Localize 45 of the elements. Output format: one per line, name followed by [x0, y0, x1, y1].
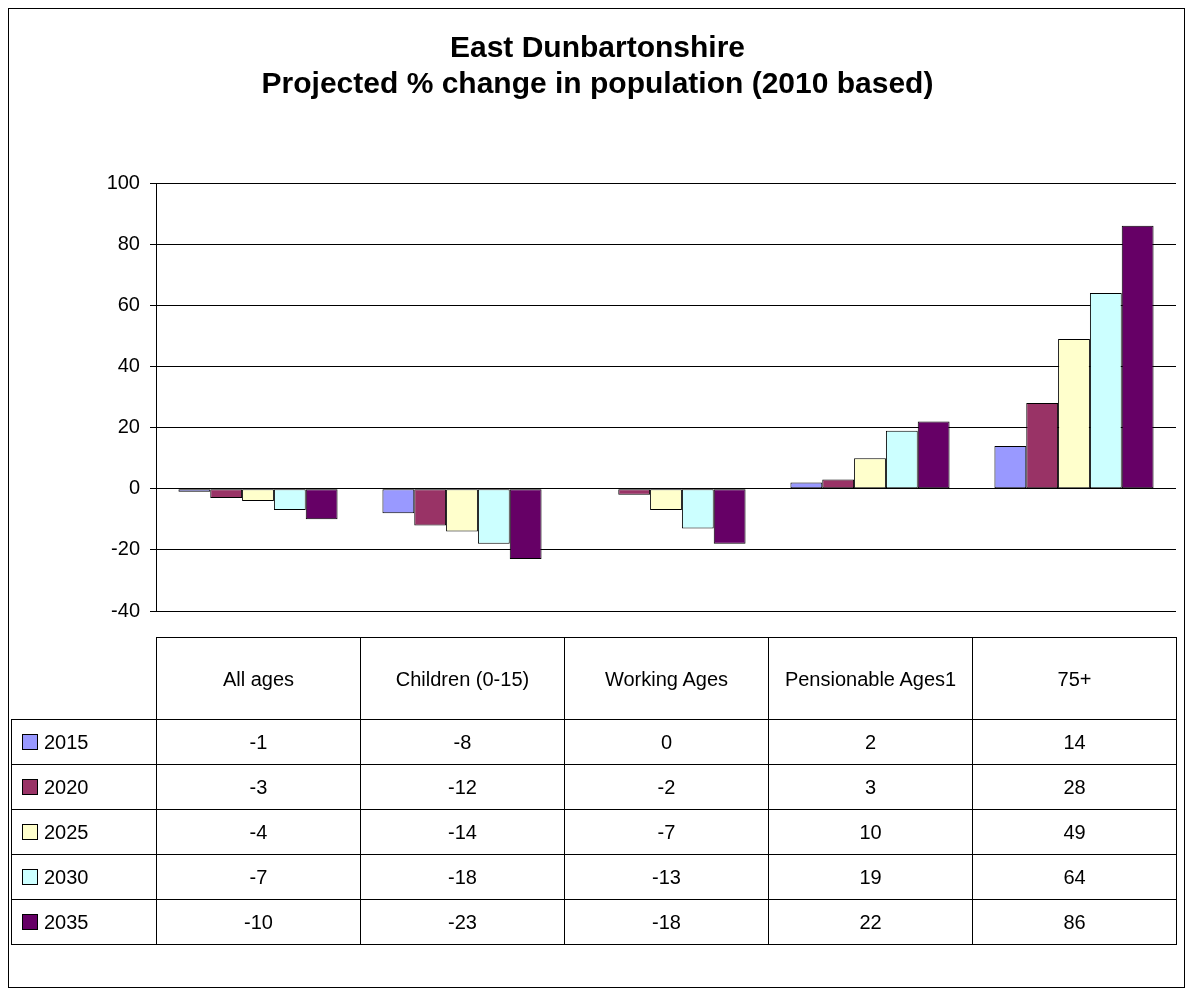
data-label: -1 [156, 719, 361, 765]
data-label: -13 [564, 854, 769, 900]
y-tick-label: 0 [128, 476, 140, 499]
legend-label: 2015 [11, 719, 157, 765]
data-label: 10 [768, 809, 973, 855]
chart-title: East Dunbartonshire [449, 30, 746, 64]
x-tick-label: All ages [222, 666, 295, 692]
data-label: -8 [360, 719, 565, 765]
data-label: -7 [564, 809, 769, 855]
data-label: -3 [156, 764, 361, 810]
x-tick-label: Working Ages [604, 666, 729, 692]
data-label: 64 [972, 854, 1177, 900]
chart-subtitle: Projected % change in population (2010 based) [261, 66, 934, 100]
data-label: -12 [360, 764, 565, 810]
y-tick-label: -40 [111, 598, 140, 621]
data-label: 28 [972, 764, 1177, 810]
x-tick-label: Pensionable Ages1 [784, 666, 957, 692]
y-tick-label: 20 [117, 415, 140, 438]
data-label: 49 [972, 809, 1177, 855]
y-tick-label: 100 [106, 170, 140, 193]
data-label: -23 [360, 899, 565, 945]
y-tick-label: 80 [117, 231, 140, 254]
legend-label: 2025 [11, 809, 157, 855]
data-label: 0 [564, 719, 769, 765]
data-label: -14 [360, 809, 565, 855]
data-label: -7 [156, 854, 361, 900]
data-label: -18 [564, 899, 769, 945]
data-label: 19 [768, 854, 973, 900]
data-label: -18 [360, 854, 565, 900]
legend-label: 2035 [11, 899, 157, 945]
legend-label: 2020 [11, 764, 157, 810]
data-label: 3 [768, 764, 973, 810]
y-tick-label: 60 [117, 292, 140, 315]
data-label: -2 [564, 764, 769, 810]
x-tick-label: Children (0-15) [395, 666, 530, 692]
data-label: -4 [156, 809, 361, 855]
data-label: 22 [768, 899, 973, 945]
y-tick-label: 40 [117, 353, 140, 376]
data-label: 86 [972, 899, 1177, 945]
x-tick-label: 75+ [1057, 666, 1092, 692]
legend-label: 2030 [11, 854, 157, 900]
y-tick-label: -20 [111, 537, 140, 560]
data-label: 2 [768, 719, 973, 765]
data-label: 14 [972, 719, 1177, 765]
data-label: -10 [156, 899, 361, 945]
